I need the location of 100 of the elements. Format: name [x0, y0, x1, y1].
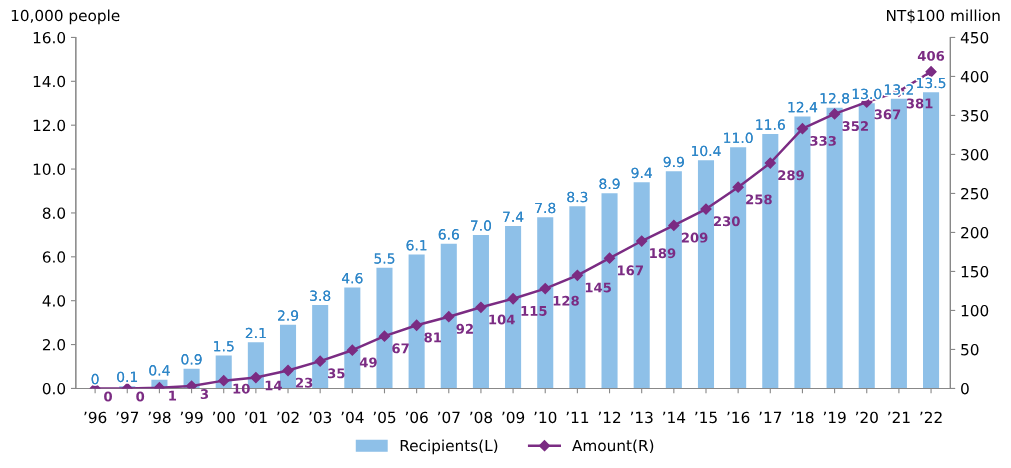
data-label: 0 — [136, 391, 145, 402]
data-label: 3 — [200, 389, 209, 400]
data-label: 3.8 — [310, 290, 331, 301]
data-label: 12.4 — [788, 101, 818, 113]
point — [443, 311, 455, 323]
point — [411, 319, 423, 331]
bar — [440, 243, 457, 389]
legend-label: Recipients(L) — [400, 439, 498, 455]
data-label: 12.8 — [820, 93, 850, 104]
x-tick-label: ’01 — [245, 411, 267, 424]
y-tick-label: 10.0 — [33, 163, 66, 176]
y2-tick-label: 100 — [961, 304, 989, 317]
x-tick-label: ’19 — [823, 411, 846, 424]
data-label: 7.0 — [471, 220, 492, 231]
y-tick-label: 8.0 — [42, 207, 66, 219]
y2-tick-label: 450 — [960, 31, 989, 44]
y-tick-label: 12.0 — [33, 119, 66, 132]
x-tick-label: ’11 — [566, 411, 589, 423]
bar — [408, 254, 425, 389]
data-label: 1 — [169, 390, 177, 401]
y2-tick-label: 150 — [961, 265, 989, 278]
x-tick-label: ’13 — [630, 411, 653, 424]
y2-tick-label: 50 — [961, 343, 979, 356]
y2-tick-label: 300 — [961, 148, 989, 161]
bar — [312, 305, 329, 389]
y2-tick-label: 0 — [961, 382, 969, 395]
data-label: 352 — [842, 121, 868, 132]
x-tick-label: ’12 — [598, 411, 621, 423]
data-label: 35 — [328, 368, 345, 379]
point — [603, 252, 616, 264]
point — [346, 344, 358, 356]
y-tick-label: 6.0 — [42, 251, 66, 263]
point — [571, 269, 583, 281]
y2-tick-label: 200 — [961, 226, 989, 239]
x-tick-label: ’09 — [502, 411, 525, 424]
x-tick-label: ’08 — [470, 411, 493, 424]
x-tick-label: ’02 — [277, 411, 299, 424]
y-tick-label: 4.0 — [42, 295, 66, 307]
x-tick-label: ’05 — [373, 411, 396, 424]
data-label: 381 — [906, 98, 933, 109]
point — [314, 355, 326, 367]
point — [507, 293, 519, 305]
data-label: 9.9 — [663, 156, 684, 168]
data-label: 5.5 — [374, 253, 395, 264]
data-label: 128 — [553, 295, 579, 306]
point — [282, 364, 294, 377]
data-label: 115 — [521, 306, 547, 316]
x-tick-label: ’04 — [341, 411, 364, 424]
point — [218, 375, 230, 387]
x-tick-label: ’99 — [180, 411, 203, 424]
data-label: 2.1 — [245, 327, 266, 339]
data-label: 333 — [810, 135, 836, 146]
data-label: 2.9 — [278, 310, 299, 321]
x-tick-label: ’03 — [309, 411, 332, 424]
data-label: 189 — [650, 248, 676, 259]
x-tick-label: ’97 — [116, 411, 139, 424]
data-label: 7.4 — [503, 211, 524, 222]
point — [250, 371, 262, 384]
data-label: 0.9 — [181, 354, 202, 365]
data-label: 0 — [91, 373, 99, 385]
x-tick-label: ’16 — [727, 411, 750, 424]
x-tick-label: ’21 — [888, 411, 910, 423]
point — [828, 108, 841, 120]
x-tick-label: ’20 — [855, 411, 878, 424]
legend-label: Amount(R) — [572, 439, 654, 454]
data-label: 6.6 — [438, 229, 459, 240]
x-tick-label: ’10 — [534, 411, 557, 424]
data-label: 289 — [778, 170, 804, 181]
x-tick-label: ’15 — [695, 411, 717, 424]
x-tick-label: ’18 — [791, 411, 814, 424]
y2-tick-label: 400 — [960, 70, 989, 83]
point — [764, 157, 776, 169]
point — [475, 301, 487, 313]
y2-tick-label: 350 — [961, 109, 989, 122]
point — [732, 181, 744, 193]
data-label: 13.5 — [917, 77, 946, 89]
bar — [472, 234, 489, 389]
data-label: 4.6 — [341, 272, 363, 284]
x-tick-label: ’96 — [84, 411, 107, 424]
data-label: 81 — [424, 332, 442, 343]
data-label: 10.4 — [692, 145, 721, 157]
data-label: 0 — [104, 391, 112, 402]
data-label: 230 — [713, 216, 740, 227]
data-label: 367 — [874, 109, 901, 120]
point — [796, 123, 809, 135]
data-label: 92 — [456, 323, 473, 334]
data-label: 0.1 — [117, 371, 138, 383]
data-label: 67 — [392, 343, 409, 354]
bar — [376, 267, 393, 389]
data-label: 1.5 — [214, 341, 234, 352]
data-label: 258 — [746, 194, 772, 205]
x-tick-label: ’98 — [148, 411, 171, 424]
point — [539, 282, 551, 295]
data-label: 11.6 — [756, 119, 785, 130]
y-tick-label: 16.0 — [33, 31, 66, 44]
data-label: 7.8 — [535, 202, 556, 214]
data-label: 11.0 — [724, 132, 753, 144]
x-tick-label: ’00 — [212, 411, 235, 424]
y-tick-label: 14.0 — [33, 75, 66, 88]
data-label: 6.1 — [406, 240, 427, 251]
